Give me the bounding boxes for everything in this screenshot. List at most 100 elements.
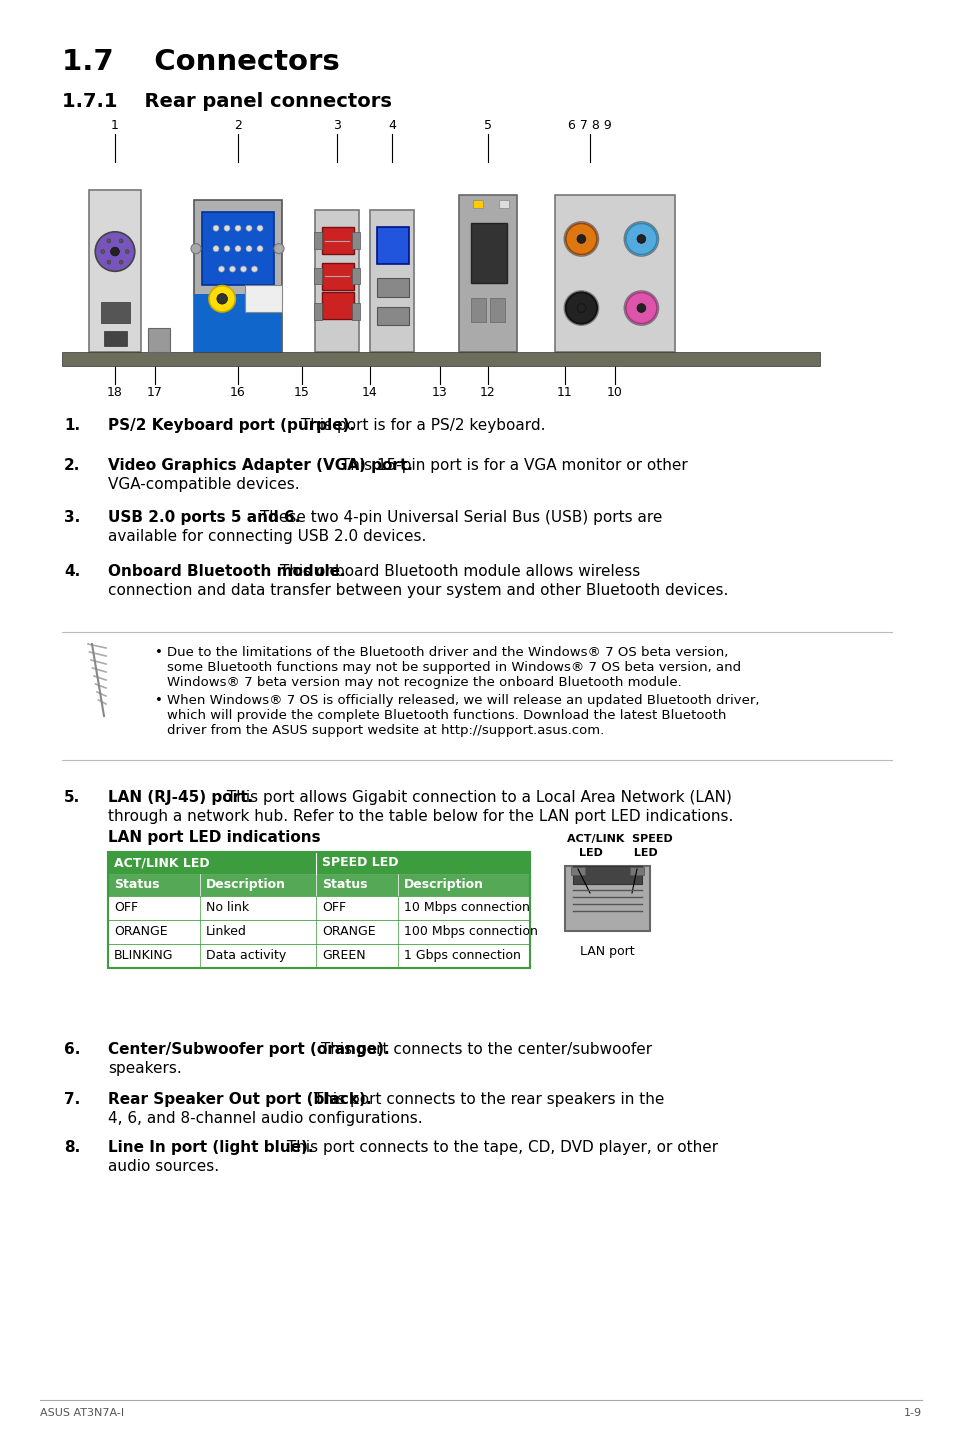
Text: These two 4-pin Universal Serial Bus (USB) ports are: These two 4-pin Universal Serial Bus (US…	[255, 510, 662, 525]
Circle shape	[637, 303, 645, 312]
Text: 4.: 4.	[64, 564, 80, 580]
Circle shape	[191, 243, 201, 253]
Circle shape	[565, 292, 597, 324]
Bar	[108, 896, 530, 920]
Text: OFF: OFF	[113, 902, 138, 915]
Circle shape	[256, 246, 263, 252]
Text: •: •	[154, 646, 163, 659]
Text: When Windows® 7 OS is officially released, we will release an updated Bluetooth : When Windows® 7 OS is officially release…	[167, 695, 759, 707]
Circle shape	[577, 234, 585, 243]
Bar	[376, 306, 408, 325]
Text: This 15-pin port is for a VGA monitor or other: This 15-pin port is for a VGA monitor or…	[335, 457, 687, 473]
Bar	[490, 298, 504, 322]
Text: Line In port (light blue).: Line In port (light blue).	[108, 1140, 314, 1155]
Text: some Bluetooth functions may not be supported in Windows® 7 OS beta version, and: some Bluetooth functions may not be supp…	[167, 661, 740, 674]
Circle shape	[101, 250, 105, 253]
Circle shape	[234, 226, 241, 232]
Text: Status: Status	[322, 879, 367, 892]
Circle shape	[256, 226, 263, 232]
Text: 1.7.1    Rear panel connectors: 1.7.1 Rear panel connectors	[62, 92, 392, 111]
Text: This onboard Bluetooth module allows wireless: This onboard Bluetooth module allows wir…	[275, 564, 640, 580]
Text: 8.: 8.	[64, 1140, 80, 1155]
Circle shape	[125, 250, 129, 253]
Text: LED        LED: LED LED	[578, 848, 657, 858]
Bar	[471, 298, 485, 322]
Bar	[108, 874, 530, 896]
Bar	[352, 303, 360, 319]
Bar	[573, 866, 641, 884]
Bar	[314, 210, 358, 352]
Circle shape	[107, 260, 111, 265]
Text: 4, 6, and 8-channel audio configurations.: 4, 6, and 8-channel audio configurations…	[108, 1112, 422, 1126]
Text: 17: 17	[147, 385, 163, 398]
Text: Description: Description	[206, 879, 286, 892]
Text: Linked: Linked	[206, 925, 247, 938]
Bar	[352, 267, 360, 285]
Text: Video Graphics Adapter (VGA) port.: Video Graphics Adapter (VGA) port.	[108, 457, 413, 473]
Text: connection and data transfer between your system and other Bluetooth devices.: connection and data transfer between you…	[108, 582, 727, 598]
Text: 3: 3	[333, 119, 340, 132]
Text: Onboard Bluetooth module.: Onboard Bluetooth module.	[108, 564, 345, 580]
Text: Center/Subwoofer port (orange).: Center/Subwoofer port (orange).	[108, 1043, 389, 1057]
Text: ORANGE: ORANGE	[113, 925, 168, 938]
Text: 7.: 7.	[64, 1091, 80, 1107]
Bar	[245, 285, 282, 312]
Bar	[148, 328, 170, 352]
Text: LAN port LED indications: LAN port LED indications	[108, 830, 320, 846]
Text: Windows® 7 beta version may not recognize the onboard Bluetooth module.: Windows® 7 beta version may not recogniz…	[167, 676, 681, 689]
Circle shape	[224, 226, 230, 232]
Circle shape	[216, 293, 227, 303]
Circle shape	[213, 246, 219, 252]
Text: 2: 2	[233, 119, 242, 132]
Text: 1 Gbps connection: 1 Gbps connection	[403, 949, 520, 962]
Bar	[101, 302, 130, 324]
Bar	[458, 196, 517, 352]
Text: This port connects to the center/subwoofer: This port connects to the center/subwoof…	[315, 1043, 651, 1057]
Text: 6.: 6.	[64, 1043, 80, 1057]
Circle shape	[234, 246, 241, 252]
Text: speakers.: speakers.	[108, 1061, 182, 1076]
Text: This port connects to the tape, CD, DVD player, or other: This port connects to the tape, CD, DVD …	[282, 1140, 718, 1155]
Text: 6 7 8 9: 6 7 8 9	[568, 119, 611, 132]
Circle shape	[246, 246, 252, 252]
Circle shape	[230, 266, 235, 272]
Bar	[108, 943, 530, 968]
Circle shape	[623, 221, 658, 256]
Circle shape	[240, 266, 246, 272]
Bar	[193, 295, 282, 352]
Bar	[314, 303, 321, 319]
Text: ORANGE: ORANGE	[322, 925, 375, 938]
Bar	[108, 851, 530, 874]
Text: 100 Mbps connection: 100 Mbps connection	[403, 925, 537, 938]
Circle shape	[213, 226, 219, 232]
Circle shape	[252, 266, 257, 272]
Bar	[370, 210, 414, 352]
Circle shape	[119, 239, 123, 243]
Circle shape	[246, 226, 252, 232]
Text: 10: 10	[606, 385, 622, 398]
Text: Description: Description	[403, 879, 483, 892]
Bar	[555, 196, 675, 352]
Text: No link: No link	[206, 902, 249, 915]
Circle shape	[563, 290, 598, 325]
Text: 1: 1	[111, 119, 119, 132]
Circle shape	[570, 298, 592, 319]
Text: 5.: 5.	[64, 789, 80, 805]
Text: 16: 16	[230, 385, 246, 398]
Text: 5: 5	[483, 119, 492, 132]
Text: OFF: OFF	[322, 902, 346, 915]
Text: This port is for a PS/2 keyboard.: This port is for a PS/2 keyboard.	[295, 418, 544, 433]
Text: LAN (RJ-45) port.: LAN (RJ-45) port.	[108, 789, 253, 805]
Text: Rear Speaker Out port (black).: Rear Speaker Out port (black).	[108, 1091, 371, 1107]
Bar	[629, 867, 643, 874]
Text: 13: 13	[432, 385, 447, 398]
Circle shape	[274, 243, 284, 253]
Text: 11: 11	[557, 385, 572, 398]
Text: PS/2 Keyboard port (purple).: PS/2 Keyboard port (purple).	[108, 418, 355, 433]
Text: GREEN: GREEN	[322, 949, 365, 962]
Text: Due to the limitations of the Bluetooth driver and the Windows® 7 OS beta versio: Due to the limitations of the Bluetooth …	[167, 646, 727, 659]
Text: ACT/LINK  SPEED: ACT/LINK SPEED	[566, 834, 672, 844]
Text: 14: 14	[362, 385, 377, 398]
Bar	[202, 213, 274, 285]
Text: Data activity: Data activity	[206, 949, 286, 962]
